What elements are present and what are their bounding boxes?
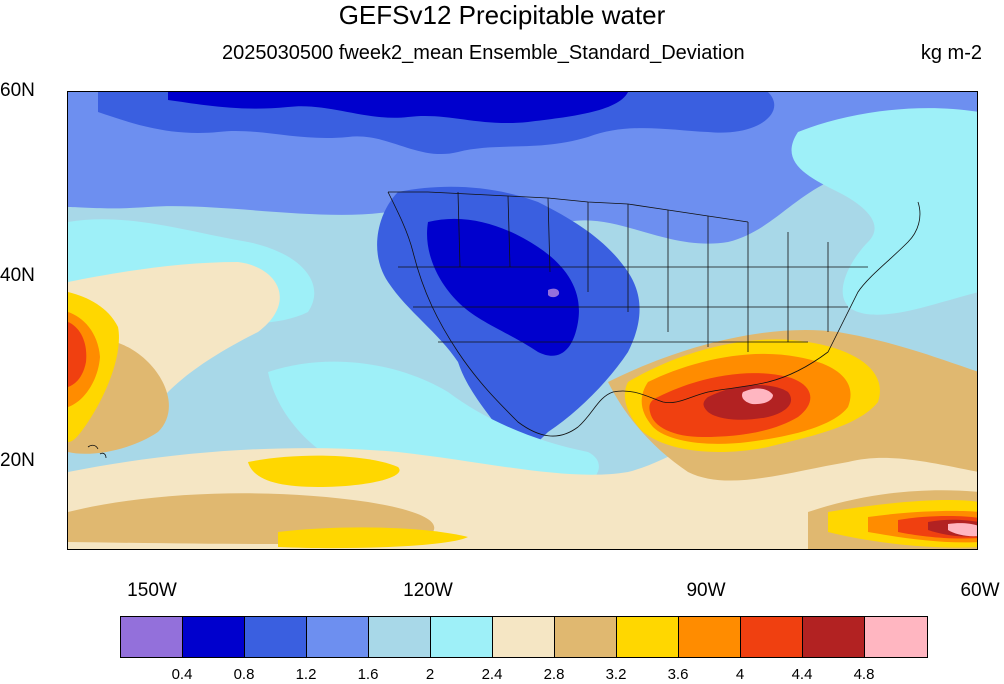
map-title: GEFSv12 Precipitable water [338, 0, 666, 30]
colorbar-label: 0.4 [171, 666, 193, 683]
colorbar-swatch [679, 617, 741, 657]
colorbar-label: 4.4 [791, 666, 813, 683]
colorbar-label: 3.6 [667, 666, 689, 683]
colorbar-swatch [803, 617, 865, 657]
colorbar-label: 0.8 [233, 666, 255, 683]
colorbar [120, 616, 928, 658]
map-subtitle: 2025030500 fweek2_mean Ensemble_Standard… [222, 42, 745, 64]
colorbar-swatch [555, 617, 617, 657]
colorbar-swatch [493, 617, 555, 657]
lat-label-20n: 20N [0, 450, 35, 471]
lon-label-120w: 120W [403, 580, 453, 601]
colorbar-label: 4 [735, 666, 745, 683]
colorbar-label: 2.8 [543, 666, 565, 683]
colorbar-swatch [369, 617, 431, 657]
units-label: kg m-2 [920, 42, 982, 64]
colorbar-label: 2.4 [481, 666, 503, 683]
lat-label-60n: 60N [0, 80, 35, 101]
colorbar-label: 4.8 [853, 666, 875, 683]
colorbar-swatch [431, 617, 493, 657]
lat-label-40n: 40N [0, 265, 35, 286]
lon-label-150w: 150W [127, 580, 177, 601]
colorbar-swatch [121, 617, 183, 657]
colorbar-swatch [617, 617, 679, 657]
colorbar-label: 3.2 [605, 666, 627, 683]
lon-label-90w: 90W [686, 580, 726, 601]
colorbar-label: 1.2 [295, 666, 317, 683]
colorbar-swatch [865, 617, 927, 657]
colorbar-swatch [245, 617, 307, 657]
colorbar-swatch [741, 617, 803, 657]
map-panel [67, 91, 978, 550]
colorbar-swatch [307, 617, 369, 657]
colorbar-label: 2 [425, 666, 435, 683]
colorbar-label: 1.6 [357, 666, 379, 683]
lon-label-60w: 60W [960, 580, 1000, 601]
colorbar-swatch [183, 617, 245, 657]
